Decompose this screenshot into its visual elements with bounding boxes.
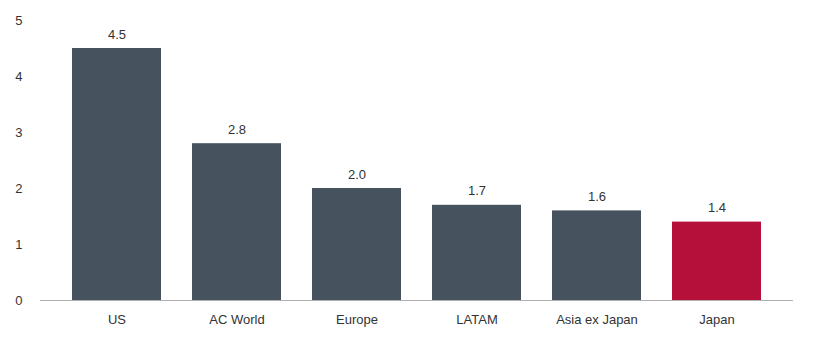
svg-text:Asia ex Japan: Asia ex Japan	[556, 312, 638, 327]
svg-text:1.7: 1.7	[468, 183, 486, 198]
svg-text:1.6: 1.6	[588, 189, 606, 204]
svg-text:5: 5	[15, 13, 22, 28]
svg-text:4.5: 4.5	[108, 27, 126, 42]
svg-text:3: 3	[15, 125, 22, 140]
svg-text:1: 1	[15, 237, 22, 252]
svg-text:2.0: 2.0	[348, 167, 366, 182]
svg-text:US: US	[108, 312, 126, 327]
svg-text:Europe: Europe	[336, 312, 378, 327]
svg-text:Japan: Japan	[699, 312, 734, 327]
svg-text:2: 2	[15, 181, 22, 196]
svg-text:LATAM: LATAM	[456, 312, 497, 327]
svg-text:AC World: AC World	[209, 312, 264, 327]
svg-text:1.4: 1.4	[708, 200, 726, 215]
svg-text:2.8: 2.8	[228, 122, 246, 137]
svg-text:0: 0	[15, 293, 22, 308]
svg-text:4: 4	[15, 69, 22, 84]
